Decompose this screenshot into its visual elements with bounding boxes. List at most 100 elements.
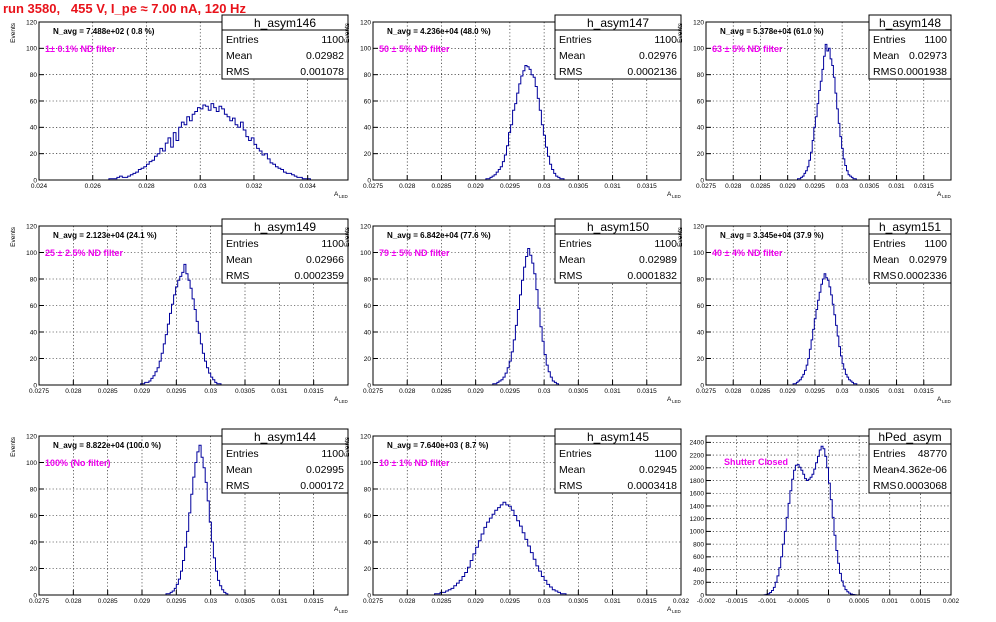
- stats-label: Mean: [226, 254, 252, 266]
- y-tick-label: 40: [30, 539, 38, 546]
- y-tick-label: 400: [693, 567, 704, 574]
- stats-label: Mean: [873, 254, 899, 266]
- navg-label: N_avg = 6.842e+04 (77.6 %): [387, 231, 491, 240]
- y-tick-label: 0: [700, 177, 704, 184]
- x-axis-title-subscript: LED: [942, 399, 952, 404]
- stats-box: h_asym148 Entries 1100 Mean 0.02973 RMS 0.0001…: [868, 14, 952, 80]
- x-tick-label: 0.0315: [304, 388, 324, 395]
- x-axis-title: A: [334, 606, 339, 613]
- x-tick-label: 0.0315: [914, 388, 934, 395]
- y-tick-label: 120: [360, 19, 371, 26]
- filter-label: 100% (No filter): [45, 458, 111, 468]
- x-tick-label: 0.031: [271, 598, 288, 605]
- x-axis-title: A: [334, 396, 339, 403]
- x-tick-label: 0.0295: [166, 598, 186, 605]
- x-tick-label: 0.031: [888, 183, 905, 190]
- stats-box: h_asym144 Entries 1100 Mean 0.02995 RMS 0.0001…: [221, 428, 349, 494]
- x-tick-label: 0.031: [604, 598, 621, 605]
- y-tick-label: 80: [364, 486, 372, 493]
- stats-label: RMS: [226, 270, 249, 282]
- y-tick-label: 40: [364, 125, 372, 132]
- y-axis-title: Events: [344, 436, 351, 457]
- y-tick-label: 2400: [690, 440, 705, 447]
- y-tick-label: 60: [364, 303, 372, 310]
- panel-h_asym151: 0.0275 0.028 0.0285 0.029 0.0295 0.03 0.0305 0.…: [677, 218, 952, 404]
- x-tick-label: 0.0305: [859, 388, 879, 395]
- x-tick-label: 0.03: [538, 388, 551, 395]
- y-tick-label: 120: [693, 19, 704, 26]
- stats-value: 0.0001832: [627, 270, 677, 282]
- y-tick-label: 20: [30, 151, 38, 158]
- stats-box-title: hPed_asym: [878, 430, 941, 444]
- panel-h_asym146: 0.024 0.026 0.028 0.03 0.032 0.034 0 20 40 60 80 10…: [10, 14, 349, 199]
- x-axis-title-subscript: LED: [339, 194, 349, 199]
- y-tick-label: 80: [30, 486, 38, 493]
- x-tick-label: 0.0305: [235, 388, 255, 395]
- stats-box-frame: [554, 218, 682, 284]
- x-tick-label: 0.0285: [750, 388, 770, 395]
- x-axis-title: A: [667, 396, 672, 403]
- y-tick-label: 120: [26, 223, 37, 230]
- stats-label: Mean: [873, 464, 899, 476]
- y-tick-label: 0: [33, 177, 37, 184]
- navg-label: N_avg = 5.378e+04 (61.0 %): [720, 27, 824, 36]
- y-tick-label: 60: [30, 513, 38, 520]
- y-tick-label: 40: [364, 539, 372, 546]
- y-tick-label: 60: [30, 303, 38, 310]
- stats-box-frame: [554, 14, 682, 80]
- x-tick-label: 0.029: [780, 388, 797, 395]
- y-tick-label: 80: [30, 72, 38, 79]
- filter-label: 40 ± 4% ND filter: [712, 248, 783, 258]
- x-tick-label: 0.0275: [363, 183, 383, 190]
- x-tick-label: -0.001: [758, 598, 777, 605]
- y-tick-label: 120: [26, 19, 37, 26]
- y-tick-label: 20: [30, 566, 38, 573]
- stats-value: 0.0002136: [627, 66, 677, 78]
- filter-label: 63 ± 5% ND filter: [712, 44, 783, 54]
- y-tick-label: 60: [697, 303, 705, 310]
- y-tick-label: 80: [697, 72, 705, 79]
- stats-value: 0.0001938: [897, 66, 947, 78]
- filter-label: 10 ± 1% ND filter: [379, 458, 450, 468]
- x-axis-title-subscript: LED: [672, 194, 682, 199]
- x-tick-label: 0.034: [300, 183, 317, 190]
- histogram-h_asym149: [138, 263, 222, 386]
- x-tick-label: 0.0295: [805, 388, 825, 395]
- histogram-h_asym151: [792, 273, 858, 385]
- x-tick-label: 0.029: [780, 183, 797, 190]
- y-axis-title: Events: [344, 22, 351, 43]
- x-tick-label: 0.0275: [363, 388, 383, 395]
- stats-label: RMS: [559, 480, 582, 492]
- x-tick-label: -0.002: [697, 598, 716, 605]
- x-tick-label: 0.0295: [500, 388, 520, 395]
- x-tick-label: 0.024: [31, 183, 48, 190]
- stats-value: 1100: [654, 238, 677, 250]
- x-tick-label: 0.0315: [637, 183, 657, 190]
- stats-box: h_asym146 Entries 1100 Mean 0.02982 RMS 0.0010…: [221, 14, 349, 80]
- y-tick-label: 40: [697, 329, 705, 336]
- x-tick-label: 0.0285: [98, 598, 118, 605]
- stats-box: h_asym150 Entries 1100 Mean 0.02989 RMS 0.0001…: [554, 218, 682, 284]
- stats-value: 1100: [654, 34, 677, 46]
- stats-label: Entries: [873, 238, 906, 250]
- x-tick-label: 0.0285: [98, 388, 118, 395]
- panel-h_asym149: 0.0275 0.028 0.0285 0.029 0.0295 0.03 0.0305 0.…: [10, 218, 349, 404]
- x-tick-label: 0.0275: [696, 183, 716, 190]
- stats-box-frame: [868, 218, 952, 284]
- x-tick-label: 0.029: [468, 598, 485, 605]
- x-tick-label: 0.03: [836, 183, 849, 190]
- y-tick-label: 120: [26, 433, 37, 440]
- stats-value: 48770: [918, 448, 947, 460]
- x-tick-label: 0.002: [943, 598, 960, 605]
- x-tick-label: 0.028: [65, 388, 82, 395]
- x-tick-label: 0.029: [468, 183, 485, 190]
- y-tick-label: 20: [697, 151, 705, 158]
- x-tick-label: 0.0285: [431, 388, 451, 395]
- stats-label: Entries: [559, 238, 592, 250]
- x-tick-label: 0.032: [673, 598, 690, 605]
- y-tick-label: 20: [364, 566, 372, 573]
- x-tick-label: 0.03: [204, 598, 217, 605]
- navg-label: N_avg = 7.488e+02 ( 0.8 %): [53, 27, 155, 36]
- x-tick-label: 0.031: [271, 388, 288, 395]
